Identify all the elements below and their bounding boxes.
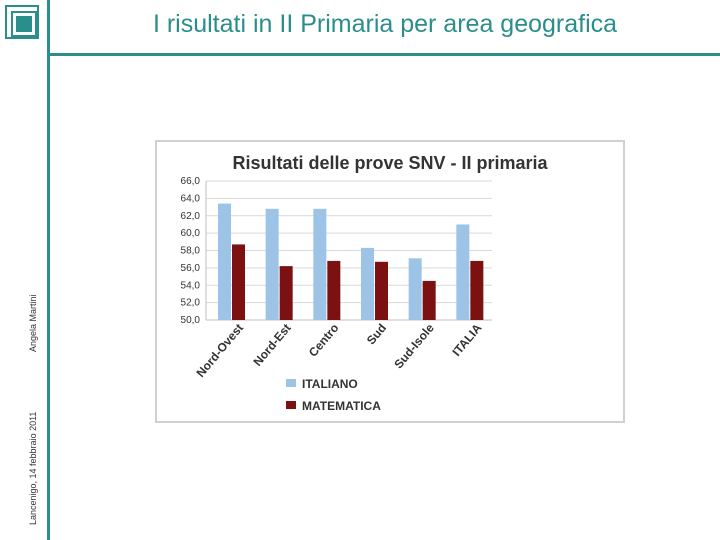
legend-label-italiano: ITALIANO <box>302 377 358 391</box>
bar-italiano <box>456 224 470 320</box>
y-tick-label: 66,0 <box>181 176 201 187</box>
x-tick-label: ITALIA <box>449 321 484 359</box>
chart-title: Risultati delle prove SNV - II primaria <box>232 153 548 173</box>
bar-matematica <box>470 260 484 320</box>
y-tick-label: 54,0 <box>181 280 201 291</box>
footer-author: Angela Martini <box>28 294 38 352</box>
bar-italiano <box>408 258 422 320</box>
y-tick-label: 60,0 <box>181 228 201 239</box>
bar-matematica <box>279 266 293 320</box>
x-tick-label: Nord-Ovest <box>193 321 246 380</box>
y-tick-label: 58,0 <box>181 246 201 257</box>
title-divider <box>47 53 720 56</box>
y-tick-label: 64,0 <box>181 193 201 204</box>
bar-matematica <box>327 260 341 320</box>
y-tick-label: 50,0 <box>181 315 201 326</box>
slide-title: I risultati in II Primaria per area geog… <box>152 10 618 38</box>
bar-matematica <box>422 280 436 320</box>
x-tick-label: Nord-Est <box>251 321 294 369</box>
logo-inner-frame <box>11 11 37 37</box>
legend-label-matematica: MATEMATICA <box>302 399 381 413</box>
bar-italiano <box>361 247 374 320</box>
legend-swatch-matematica <box>286 401 296 409</box>
bar-matematica <box>232 244 245 320</box>
bar-matematica <box>375 261 388 320</box>
legend-swatch-italiano <box>286 379 296 387</box>
logo-icon <box>5 5 39 39</box>
x-tick-label: Sud-Isole <box>391 321 437 372</box>
bar-italiano <box>265 208 279 320</box>
logo-inner-square <box>16 16 32 32</box>
x-tick-label: Sud <box>364 321 389 347</box>
left-divider <box>47 0 50 540</box>
bar-italiano <box>218 203 231 320</box>
y-tick-label: 52,0 <box>181 298 201 309</box>
y-tick-label: 56,0 <box>181 263 201 274</box>
bar-italiano <box>313 208 327 320</box>
footer-date: Lancenigo, 14 febbraio 2011 <box>28 411 38 525</box>
bar-chart: Risultati delle prove SNV - II primaria 5… <box>181 153 549 413</box>
x-tick-label: Centro <box>306 321 342 360</box>
y-tick-label: 62,0 <box>181 211 201 222</box>
chart-frame: Risultati delle prove SNV - II primaria 5… <box>155 140 625 423</box>
